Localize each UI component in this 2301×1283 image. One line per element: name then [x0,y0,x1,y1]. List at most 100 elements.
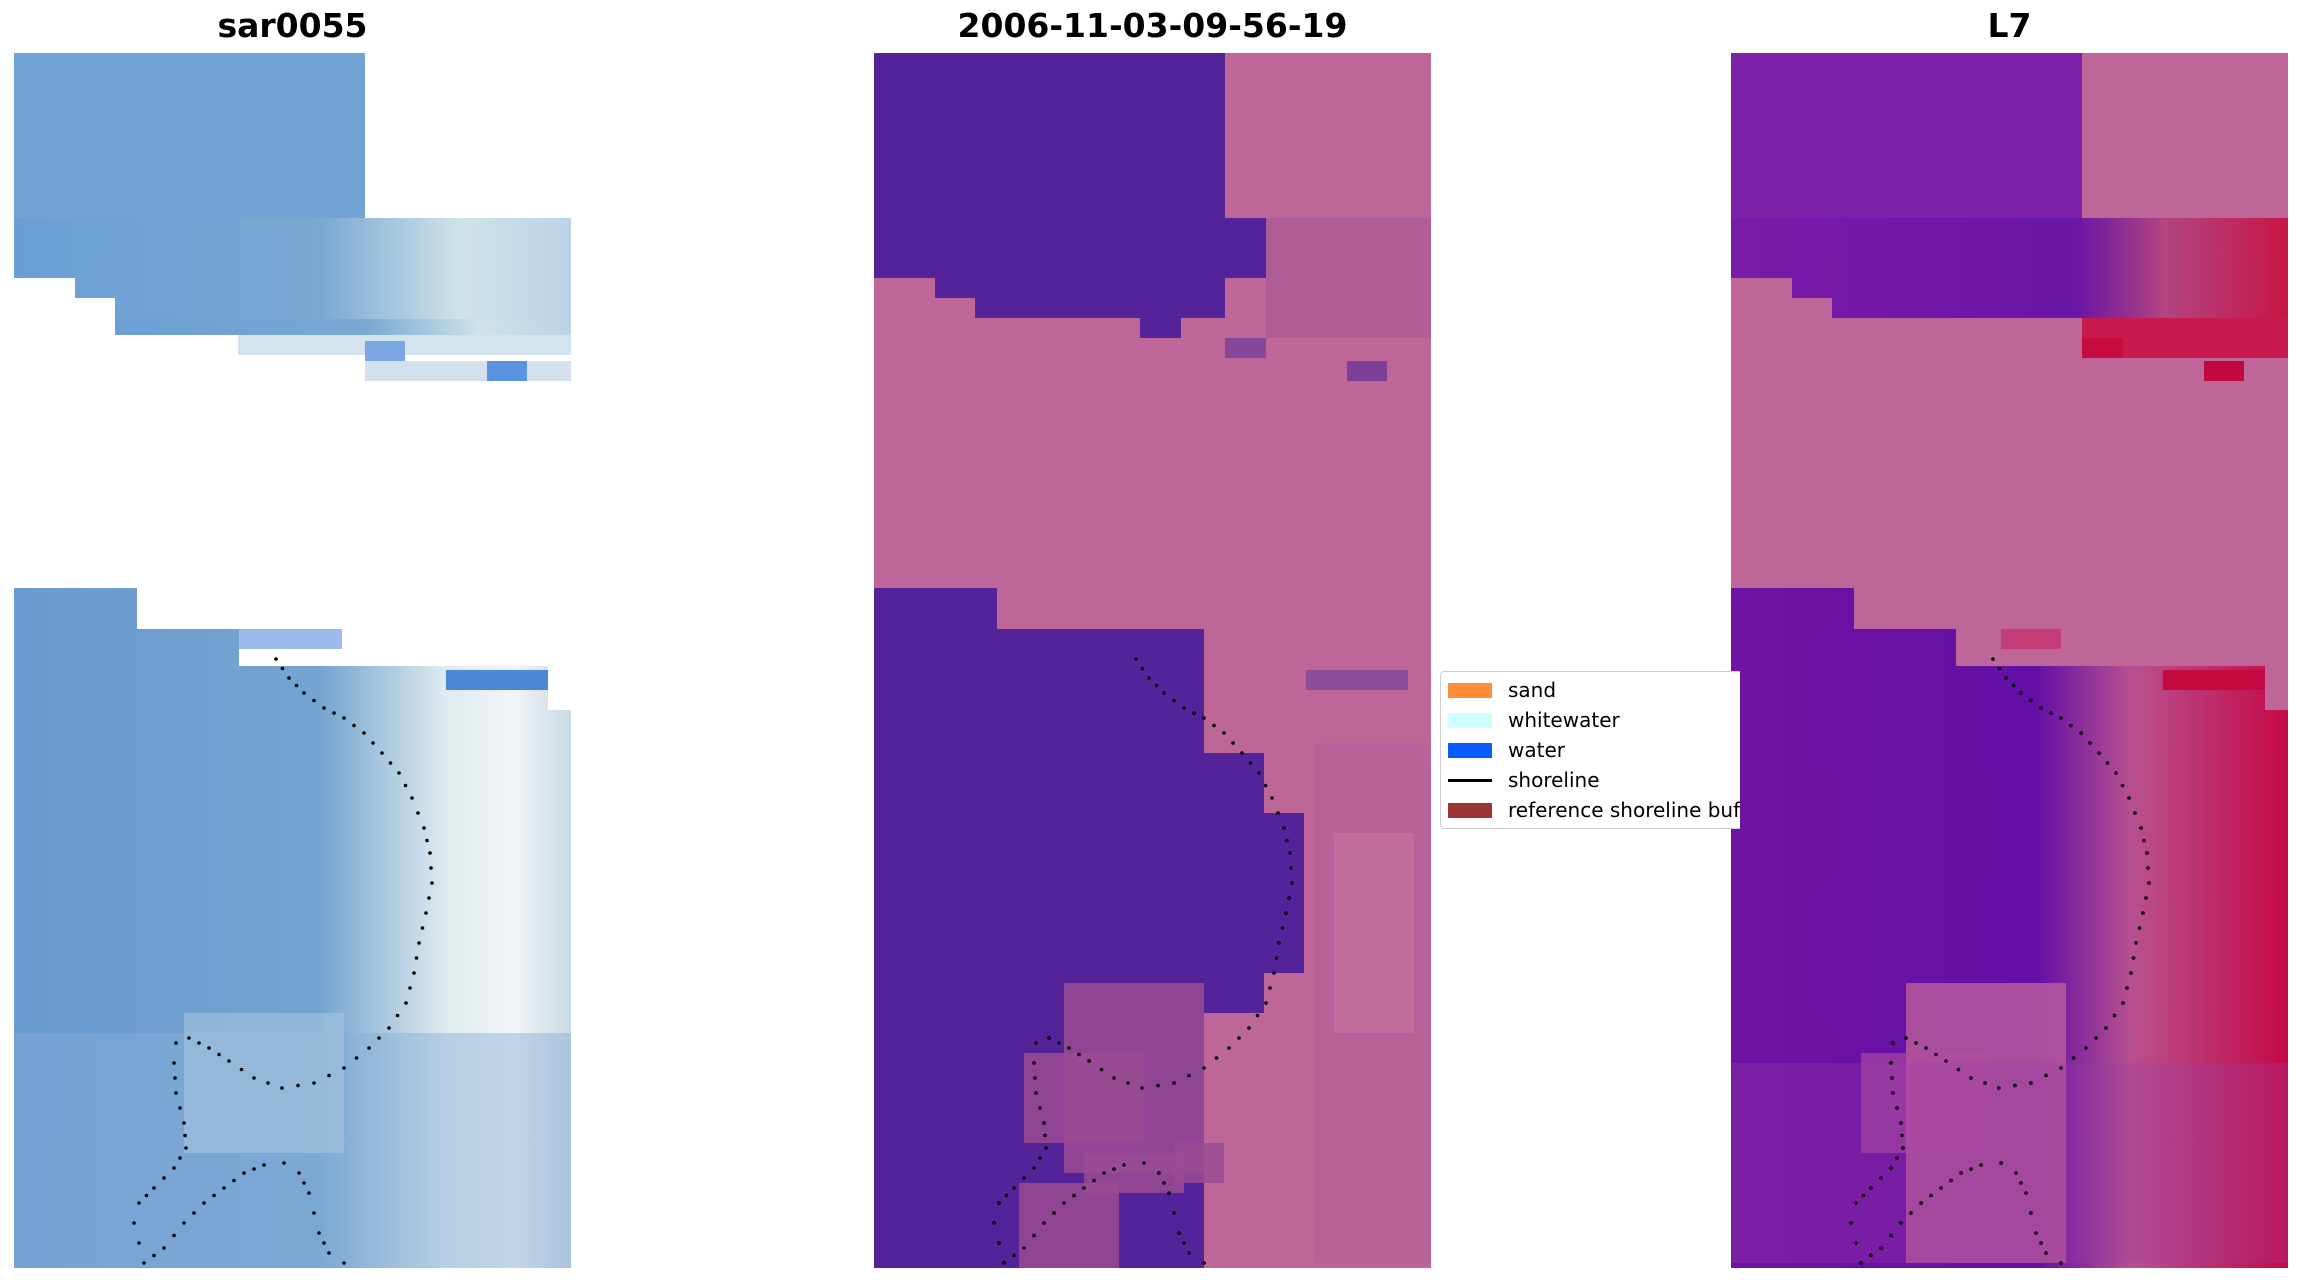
shoreline-point [2019,1181,2023,1185]
shoreline-point [1889,1233,1893,1238]
shoreline-point [1904,1036,1908,1040]
shoreline-point [1934,1052,1938,1057]
shoreline-point [2137,926,2142,930]
shoreline-point [1187,1073,1191,1078]
shoreline-point [137,1201,141,1205]
shoreline-point [1033,1076,1037,1080]
shoreline-point [327,1251,331,1255]
shoreline-point [132,1221,136,1225]
shoreline-point [1879,1246,1883,1250]
shoreline-point [352,723,356,728]
shoreline-point [1263,783,1268,788]
shoreline-point [342,1066,346,1070]
shoreline-point [182,1221,186,1225]
shoreline-point [1900,1133,1904,1138]
shoreline-point [172,1166,176,1170]
legend-label-sand: sand [1508,678,1557,702]
shoreline-point [1891,1041,1895,1045]
shoreline-point [2114,771,2118,775]
shoreline-point [297,1171,301,1175]
shoreline-point [2039,1241,2043,1245]
shoreline-point [1899,1121,1903,1125]
shoreline-point [2029,698,2033,703]
shoreline-point [377,1036,381,1040]
shoreline-point [1979,1163,1983,1167]
shoreline-point [1268,986,1272,990]
legend-item-whitewater: whitewater [1441,705,1620,735]
shoreline-point [152,1253,156,1258]
shoreline-point [1983,1081,1987,1085]
shoreline-point [302,691,306,695]
shoreline-point [1890,1076,1894,1080]
shoreline-point [274,657,278,661]
shoreline-point [1288,851,1292,855]
shoreline-point [1284,911,1288,915]
shoreline-point [1057,1041,1061,1045]
legend-swatch-whitewater [1448,712,1492,728]
shoreline-point [2134,941,2138,945]
shoreline-point [296,1083,300,1088]
shoreline-point [1099,1067,1104,1072]
shoreline-point [1237,1036,1241,1040]
legend-item-shoreline: shoreline [1441,765,1600,795]
shoreline-point [387,1026,391,1030]
shoreline-point [422,826,426,830]
shoreline-point [417,941,421,945]
shoreline-point [2147,881,2151,885]
shoreline-point [1274,956,1279,960]
shoreline-point [992,1221,996,1225]
shoreline-point [287,676,291,680]
shoreline-point [1038,1156,1042,1160]
shoreline-point [2069,723,2073,728]
shoreline-point [280,666,285,671]
shoreline-point [239,1067,244,1072]
shoreline-points-classified [992,657,1294,1265]
shoreline-point [1134,657,1138,661]
shoreline-point [1264,1001,1268,1005]
shoreline-point [1140,666,1145,671]
shoreline-point [1038,1106,1042,1110]
rgb-upper-block [14,53,571,381]
shoreline-point [342,1261,346,1265]
shoreline-point [327,1073,331,1078]
shoreline-points-mndwi [1849,657,2151,1265]
shoreline-point [174,1091,178,1095]
shoreline-point [1949,1178,1953,1183]
shoreline-point [2059,1066,2063,1070]
shoreline-point [1077,1052,1081,1057]
shoreline-point [397,771,401,775]
shoreline-points-rgb [132,657,434,1265]
shoreline-point [1997,666,2002,671]
shoreline-point [1899,1221,1903,1225]
shoreline-point [1087,1059,1091,1063]
shoreline-point [1240,751,1244,755]
shoreline-point [312,698,316,703]
shoreline-point [1172,1211,1176,1215]
shoreline-point [266,1081,270,1085]
shoreline-point [1282,826,1286,830]
shoreline-point [207,1046,211,1050]
shoreline-point [1172,698,1176,703]
shoreline-point [1002,1261,1006,1265]
shoreline-point [1212,723,1216,728]
shoreline-point [172,1061,176,1065]
shoreline-point [428,851,432,855]
shoreline-point [342,716,346,720]
shoreline-point [1854,1241,1858,1245]
shoreline-point [2131,956,2136,960]
shoreline-point [414,956,419,960]
shoreline-point [317,1231,321,1235]
shoreline-point [404,1001,408,1005]
shoreline-point [178,1156,182,1160]
shoreline-point [362,731,366,735]
shoreline-point [1272,971,1276,975]
legend-label-shoreline: shoreline [1508,768,1600,792]
shoreline-point [1072,1193,1076,1198]
shoreline-point [144,1193,149,1198]
shoreline-point [172,1233,176,1238]
legend-swatch-sand [1448,682,1492,698]
shoreline-point [2105,761,2110,765]
shoreline-point [1869,1186,1873,1190]
shoreline-point [1891,1091,1895,1095]
shoreline-point [1147,676,1151,680]
